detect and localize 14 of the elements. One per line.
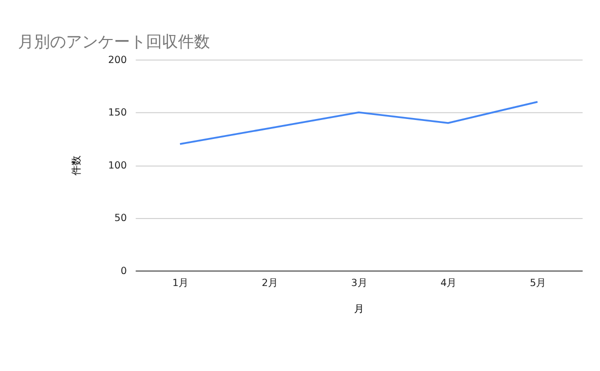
- x-tick-label: 4月: [440, 278, 457, 290]
- y-tick-label: 150: [108, 108, 127, 119]
- y-tick-label: 200: [108, 54, 127, 66]
- x-tick-label: 1月: [172, 278, 189, 290]
- y-tick-label: 50: [114, 213, 127, 224]
- y-tick-label: 100: [108, 160, 127, 172]
- x-tick-label: 5月: [530, 278, 546, 290]
- x-tick-label: 2月: [262, 278, 278, 290]
- chart-title: 月別のアンケート回収件数: [18, 32, 210, 52]
- x-tick-label: 3月: [351, 278, 368, 290]
- y-axis-title: 件数: [72, 156, 83, 176]
- x-axis-title: 月: [354, 304, 364, 316]
- line-series: [179, 100, 538, 145]
- y-tick-label: 0: [120, 266, 127, 277]
